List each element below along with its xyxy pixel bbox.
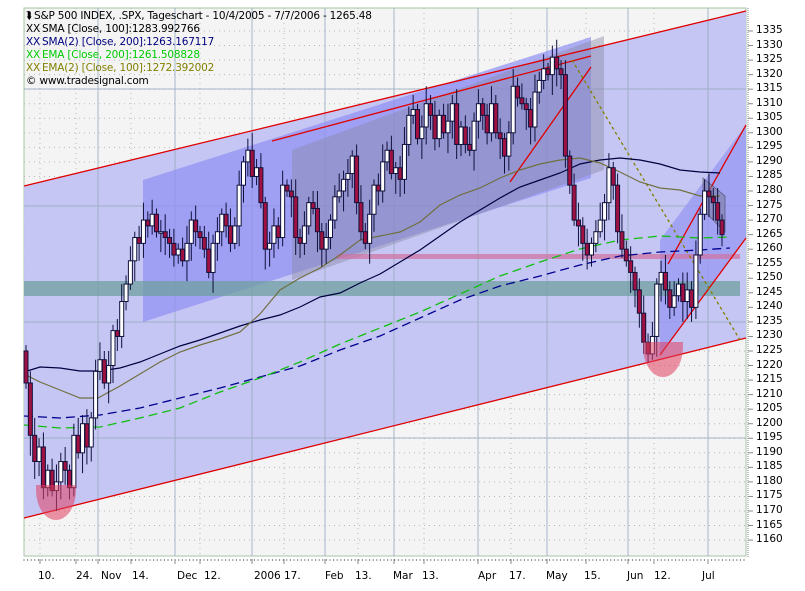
y-tick-label: 1230: [756, 329, 783, 342]
line-style-icon: XX: [26, 62, 40, 74]
y-tick-label: 1270: [756, 213, 783, 226]
y-tick-label: 1275: [756, 198, 783, 211]
y-tick-label: 1210: [756, 387, 783, 400]
y-tick-label: 1320: [756, 67, 783, 80]
y-tick-label: 1220: [756, 358, 783, 371]
y-tick-label: 1175: [756, 489, 783, 502]
x-tick-label: 12.: [654, 570, 671, 582]
line-style-icon: XX: [26, 36, 40, 48]
legend-ema-200: XX EMA [Close, 200]:1261.508828: [26, 49, 200, 61]
line-style-icon: XX: [26, 49, 40, 61]
x-tick-label: Mar: [393, 570, 413, 582]
y-tick-label: 1310: [756, 96, 783, 109]
legend-sma-200: XX SMA(2) [Close, 200]:1263.167117: [26, 36, 215, 48]
y-tick-label: 1235: [756, 314, 783, 327]
x-tick-label: 13.: [422, 570, 439, 582]
y-tick-label: 1225: [756, 343, 783, 356]
x-tick-label: 12.: [204, 570, 221, 582]
y-tick-label: 1180: [756, 474, 783, 487]
y-tick-label: 1205: [756, 402, 783, 415]
sma-100-line: [23, 157, 721, 373]
x-tick-label: Dec: [177, 570, 198, 582]
chart-legend: ⮯ S&P 500 INDEX, .SPX, Tageschart - 10/4/…: [26, 10, 372, 88]
y-axis: [748, 30, 753, 541]
y-tick-label: 1265: [756, 227, 783, 240]
y-tick-label: 1190: [756, 445, 783, 458]
y-tick-label: 1300: [756, 125, 783, 138]
y-tick-label: 1330: [756, 38, 783, 51]
legend-ema-100: XX EMA(2) [Close, 100]:1272.392002: [26, 62, 215, 74]
y-tick-label: 1250: [756, 271, 783, 284]
y-tick-label: 1290: [756, 154, 783, 167]
legend-title: ⮯ S&P 500 INDEX, .SPX, Tageschart - 10/4/…: [26, 10, 372, 22]
x-tick-label: 15.: [584, 570, 601, 582]
low-marker-oct: [36, 485, 76, 520]
line-style-icon: XX: [26, 23, 40, 35]
x-tick-label: Jun: [627, 570, 644, 582]
y-tick-label: 1285: [756, 169, 783, 182]
support-band: [24, 281, 740, 296]
x-tick-label: 10.: [38, 570, 55, 582]
y-tick-label: 1160: [756, 533, 783, 546]
x-tick-label: Nov: [101, 570, 122, 582]
copyright: © www.tradesignal.com: [26, 75, 149, 87]
x-tick-label: 17.: [509, 570, 526, 582]
x-tick-label: 13.: [355, 570, 372, 582]
resistance-band: [337, 254, 740, 259]
legend-sma-100: XX SMA [Close, 100]:1283.992766: [26, 23, 200, 35]
x-tick-label: May: [546, 570, 568, 582]
y-tick-label: 1255: [756, 256, 783, 269]
low-marker-jun: [643, 342, 683, 377]
x-tick-label: 17.: [284, 570, 301, 582]
y-tick-label: 1185: [756, 460, 783, 473]
y-tick-label: 1305: [756, 111, 783, 124]
x-axis: [23, 559, 745, 564]
y-tick-label: 1200: [756, 416, 783, 429]
x-tick-label: 14.: [132, 570, 149, 582]
x-tick-label: Apr: [478, 570, 497, 582]
x-tick-label: Feb: [325, 570, 344, 582]
sma-200-line: [23, 247, 731, 419]
y-tick-label: 1215: [756, 373, 783, 386]
y-tick-label: 1335: [756, 24, 783, 36]
y-tick-label: 1245: [756, 285, 783, 298]
x-tick-label: Jul: [702, 570, 715, 582]
downtrend-line: [571, 59, 741, 341]
y-tick-label: 1195: [756, 431, 783, 444]
y-tick-label: 1325: [756, 53, 783, 66]
y-tick-label: 1240: [756, 300, 783, 313]
candlestick-icon: ⮯: [26, 10, 33, 22]
x-tick-label: 2006: [254, 570, 281, 582]
y-tick-label: 1165: [756, 518, 783, 531]
y-tick-label: 1295: [756, 140, 783, 153]
x-tick-label: 24.: [76, 570, 93, 582]
y-tick-label: 1280: [756, 183, 783, 196]
y-tick-label: 1315: [756, 82, 783, 95]
y-tick-label: 1170: [756, 503, 783, 516]
candlestick-series: [23, 39, 725, 511]
y-tick-label: 1260: [756, 242, 783, 255]
